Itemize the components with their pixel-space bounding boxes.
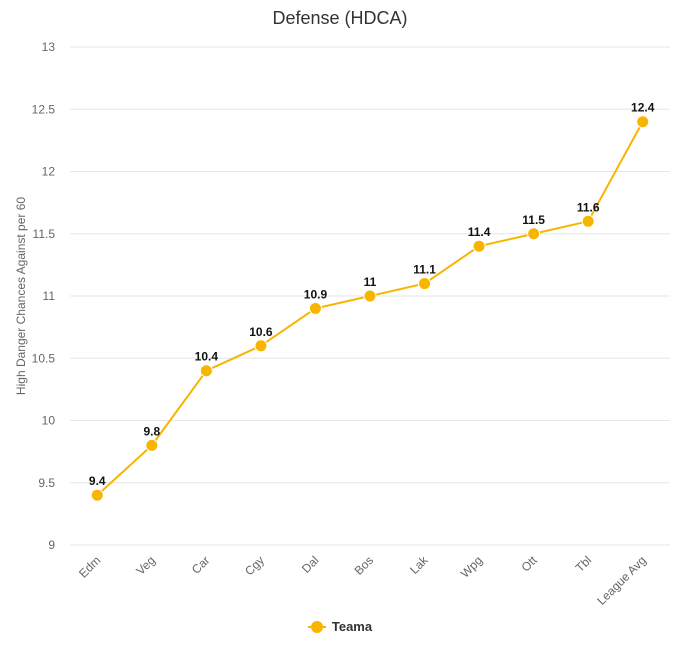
data-label: 11.5 [522,213,545,227]
x-tick-label: Ott [519,553,541,575]
data-label: 11.6 [577,200,600,214]
x-tick-label: Cgy [242,553,267,578]
data-label: 11 [364,275,377,289]
y-tick-label: 11.5 [33,227,56,241]
data-label: 10.9 [304,287,328,301]
data-label: 9.4 [89,474,106,488]
x-tick-label: Bos [352,553,377,578]
legend-marker-icon [307,620,326,633]
x-tick-label: Edm [76,553,103,580]
y-tick-label: 9.5 [38,476,55,490]
y-tick-label: 9 [48,538,55,552]
y-tick-label: 11 [43,289,56,303]
data-point [363,289,377,303]
legend-label: Teama [331,619,373,634]
data-point [581,214,595,228]
chart-title: Defense (HDCA) [272,8,408,28]
data-point [199,364,213,378]
legend: Teama [0,619,680,636]
y-axis-title: High Danger Chances Against per 60 [14,197,28,395]
data-label: 10.6 [249,325,273,339]
x-tick-label: Veg [133,553,158,578]
data-point [308,301,322,315]
data-label: 11.4 [468,225,491,239]
x-tick-label: League Avg [594,553,649,608]
legend-item-teama[interactable]: Teama [307,619,373,634]
data-label: 12.4 [631,101,655,115]
y-tick-label: 10 [42,414,56,428]
data-point [90,488,104,502]
x-tick-label: Tbl [573,553,595,575]
data-point [145,438,159,452]
x-tick-label: Lak [407,553,431,577]
data-point [418,277,432,291]
data-point [527,227,541,241]
y-tick-label: 12.5 [32,102,56,116]
line-chart: 9 9.5 10 10.5 11 11.5 12 12.5 13 High Danger Chan… [14,40,670,608]
x-tick-label: Dal [299,553,322,576]
y-tick-label: 13 [42,40,56,54]
y-tick-label: 12 [42,165,56,179]
data-label: 10.4 [195,350,219,364]
x-tick-label: Wpg [458,553,485,580]
series-line [96,121,644,496]
y-tick-label: 10.5 [32,351,56,365]
data-point [472,239,486,253]
data-point [254,339,268,353]
data-point [636,115,650,129]
data-label: 11.1 [413,263,436,277]
data-label: 9.8 [143,424,160,438]
x-tick-label: Car [189,553,213,577]
